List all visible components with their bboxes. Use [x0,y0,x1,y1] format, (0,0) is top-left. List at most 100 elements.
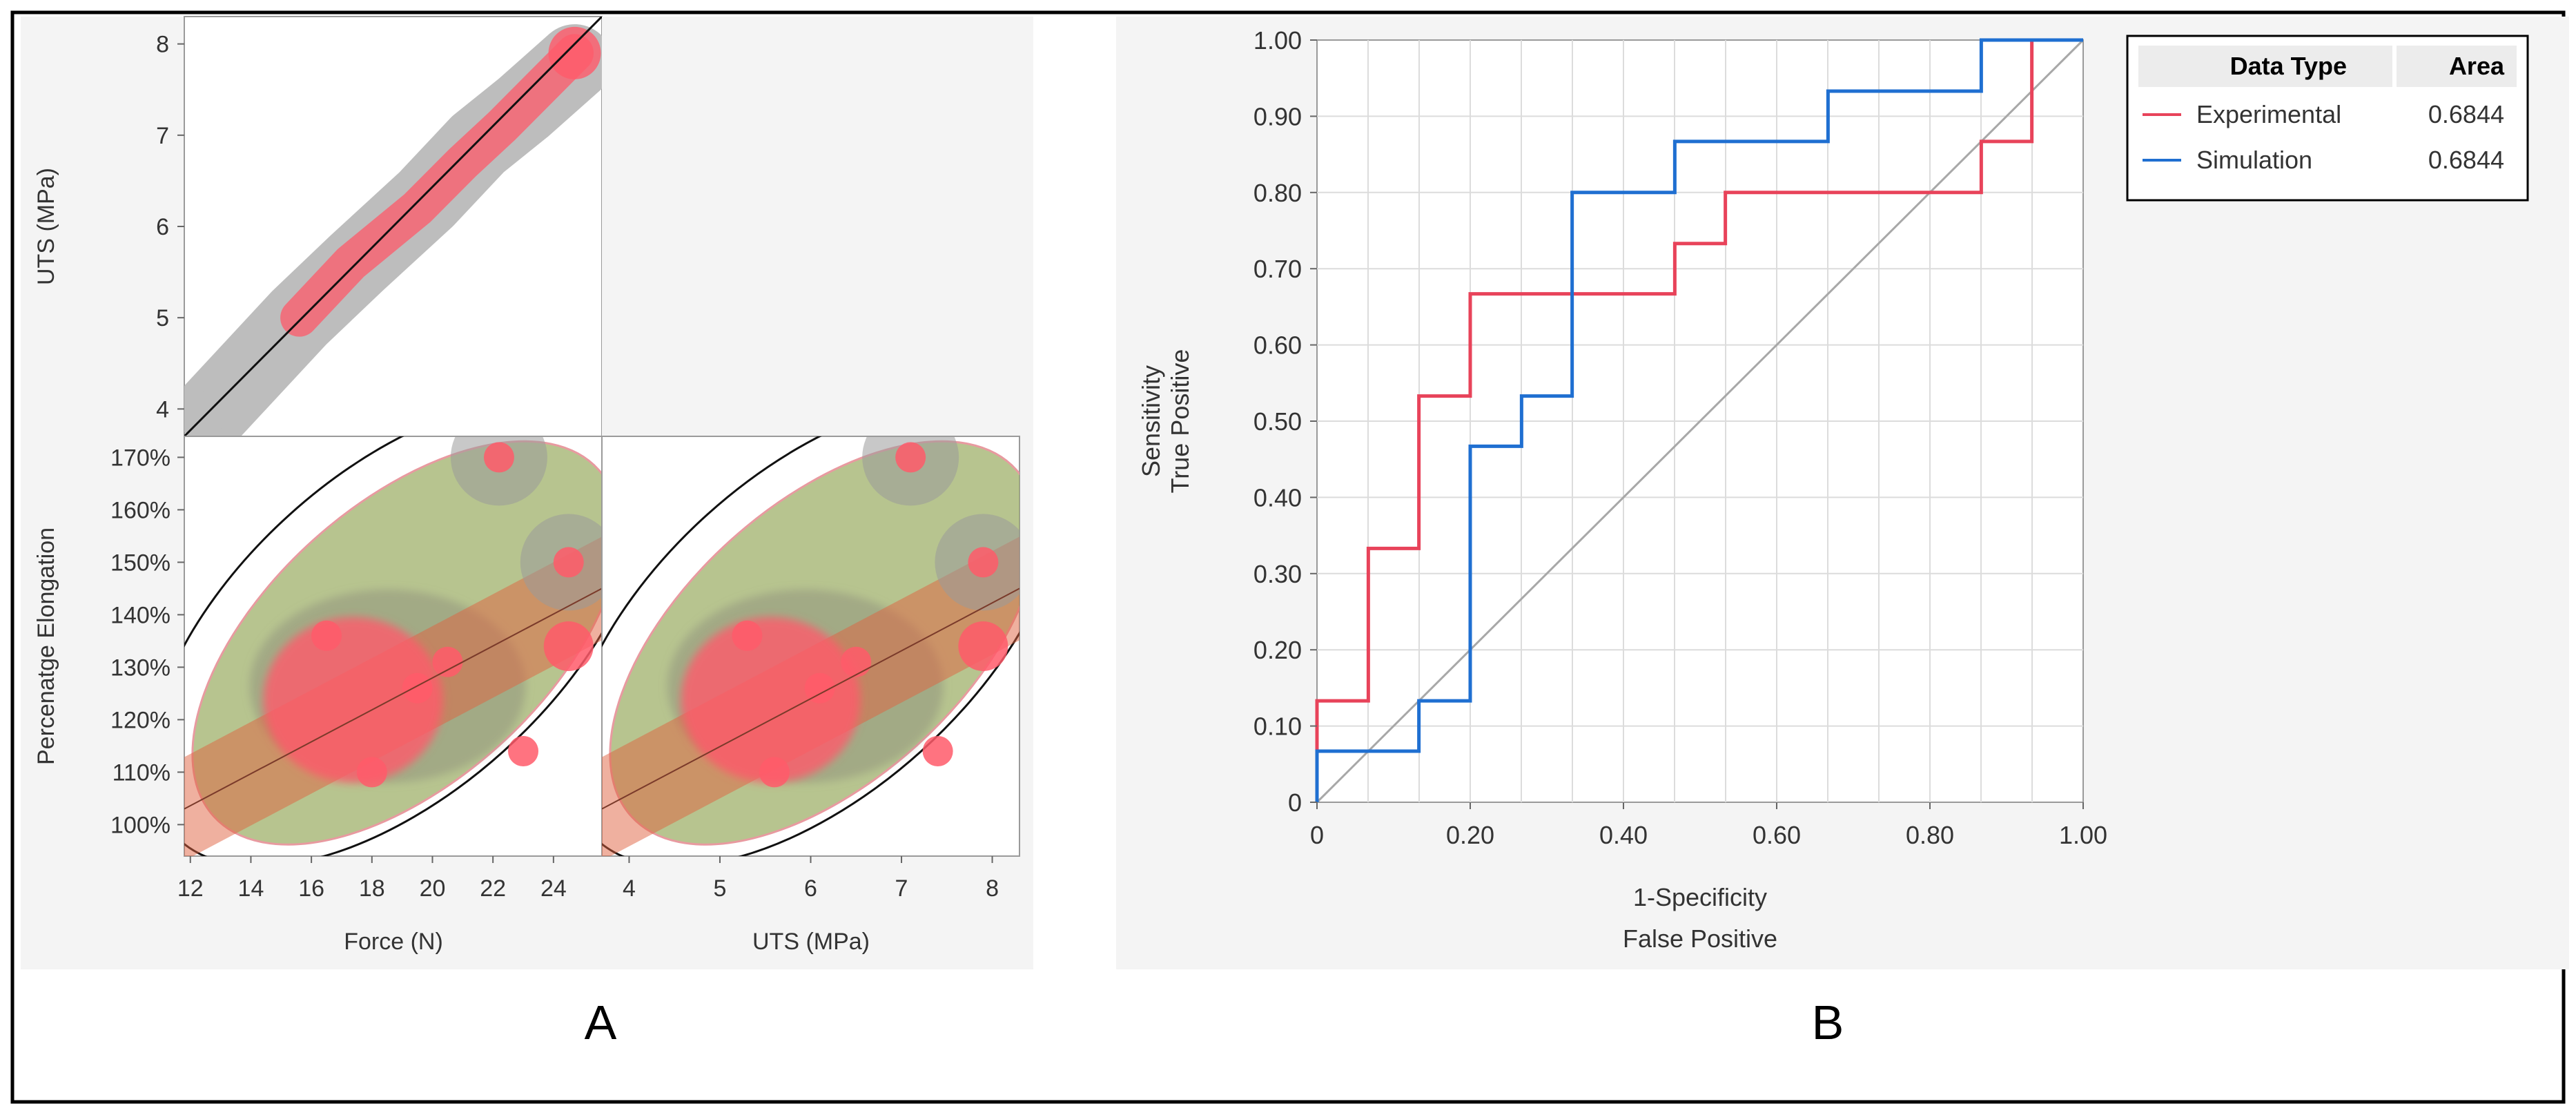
force-x-axis: 12 14 16 18 20 22 24 [177,856,567,902]
data-point [841,646,872,677]
data-point [922,736,953,766]
data-point [958,621,1008,671]
legend-header-area-bg [2397,46,2517,87]
legend-header-type: Data Type [2230,52,2347,80]
panel-b-label: B [1812,996,1844,1049]
x-tick-label: 0.60 [1753,821,1801,849]
elongation-force-density [184,436,602,856]
roc-y-axis-title-line1: Sensitivity [1137,365,1165,477]
y-tick-label: 0.90 [1253,102,1302,130]
roc-line-simulation [1315,38,2083,802]
uts-y-axis: 4 5 6 7 8 [156,32,184,423]
matrix-cell-elongation-uts [601,436,1020,857]
x-tick-label: 5 [714,875,727,902]
roc-y-axis: 0 0.10 0.20 0.30 0.40 0.50 0.60 0.70 0.80 0.90 1.0… [1253,26,1317,817]
data-point [968,547,999,578]
data-point [311,620,342,651]
data-point [402,672,433,704]
y-tick-label: 0.30 [1253,560,1302,588]
matrix-cell-empty [602,17,1019,436]
y-tick-label: 1.00 [1253,26,1302,55]
data-point [543,621,594,671]
uts-x-axis-title: UTS (MPa) [752,929,870,955]
density-region-red [681,617,861,783]
roc-x-axis-title-line1: 1-Specificity [1633,883,1767,911]
legend-label-simulation: Simulation [2196,146,2312,174]
x-tick-label: 0.20 [1446,821,1494,849]
legend-area-experimental: 0.6844 [2428,100,2504,128]
x-tick-label: 14 [238,875,264,902]
data-point [804,672,835,704]
fit-line [184,588,602,810]
y-tick-label: 0.80 [1253,179,1302,207]
y-tick-label: 0.40 [1253,483,1302,512]
density-region-red [280,34,594,337]
x-tick-label: 24 [540,875,567,902]
x-tick-label: 0.80 [1906,821,1954,849]
roc-legend: Data Type Area Experimental 0.6844 Simul… [2126,35,2529,202]
y-tick-label: 6 [156,214,169,240]
roc-diagonal [1316,39,2085,804]
uts-force-fit-line [184,17,602,436]
confidence-ellipse [602,436,1019,856]
y-tick-label: 0.50 [1253,407,1302,436]
legend-area-simulation: 0.6844 [2428,146,2504,174]
uts-axis-title: UTS (MPa) [33,168,59,285]
data-point [483,442,514,473]
y-tick-label: 0.10 [1253,712,1302,741]
elongation-y-axis: 100% 110% 120% 130% 140% 150% 160% 170% [110,445,184,838]
x-tick-label: 8 [986,875,999,902]
panel-a-label: A [585,996,617,1049]
confidence-ellipse [184,436,602,856]
y-tick-label: 130% [110,655,170,681]
roc-x-axis: 0 0.20 0.40 0.60 0.80 1.00 [1310,802,2107,849]
data-point [508,736,539,766]
x-tick-label: 7 [895,875,908,902]
matrix-cell-elongation-force [184,436,603,857]
roc-x-axis-title-line2: False Positive [1623,924,1777,953]
data-point [895,442,926,473]
legend-header-type-bg [2138,46,2392,87]
x-tick-label: 1.00 [2059,821,2107,849]
y-tick-label: 120% [110,707,170,733]
data-point [553,547,584,578]
x-tick-label: 0.40 [1599,821,1648,849]
x-tick-label: 20 [420,875,446,902]
legend-header-area: Area [2449,52,2505,80]
x-tick-label: 4 [623,875,636,902]
force-axis-title: Force (N) [344,929,443,955]
legend-label-experimental: Experimental [2196,100,2341,128]
fit-line [602,588,1019,810]
y-tick-label: 0.20 [1253,636,1302,664]
matrix-cell-uts-force [184,16,603,437]
data-point [759,757,790,788]
density-region-red [263,617,443,783]
x-tick-label: 18 [359,875,385,902]
x-tick-label: 6 [804,875,817,902]
y-tick-label: 160% [110,497,170,523]
density-blob-gray [193,388,235,430]
y-tick-label: 7 [156,123,169,149]
data-point [732,620,763,651]
density-blob-red [548,26,601,79]
elongation-uts-density [602,436,1019,856]
x-tick-label: 12 [177,875,204,902]
y-tick-label: 110% [113,759,170,786]
y-tick-label: 8 [156,32,169,58]
y-tick-label: 0.60 [1253,331,1302,360]
y-tick-label: 0.70 [1253,255,1302,283]
uts-x-axis: 4 5 6 7 8 [623,856,999,902]
y-tick-label: 100% [110,812,170,838]
fit-line [184,17,602,436]
uts-force-density [184,24,602,436]
elongation-axis-title: Percenatge Elongation [33,527,59,765]
x-tick-label: 16 [298,875,324,902]
data-point [356,757,387,788]
y-tick-label: 5 [156,305,169,331]
data-point [432,646,463,677]
y-tick-label: 0 [1288,788,1302,817]
roc-series [1315,38,2083,802]
y-tick-label: 150% [110,550,170,576]
y-tick-label: 170% [110,445,170,471]
